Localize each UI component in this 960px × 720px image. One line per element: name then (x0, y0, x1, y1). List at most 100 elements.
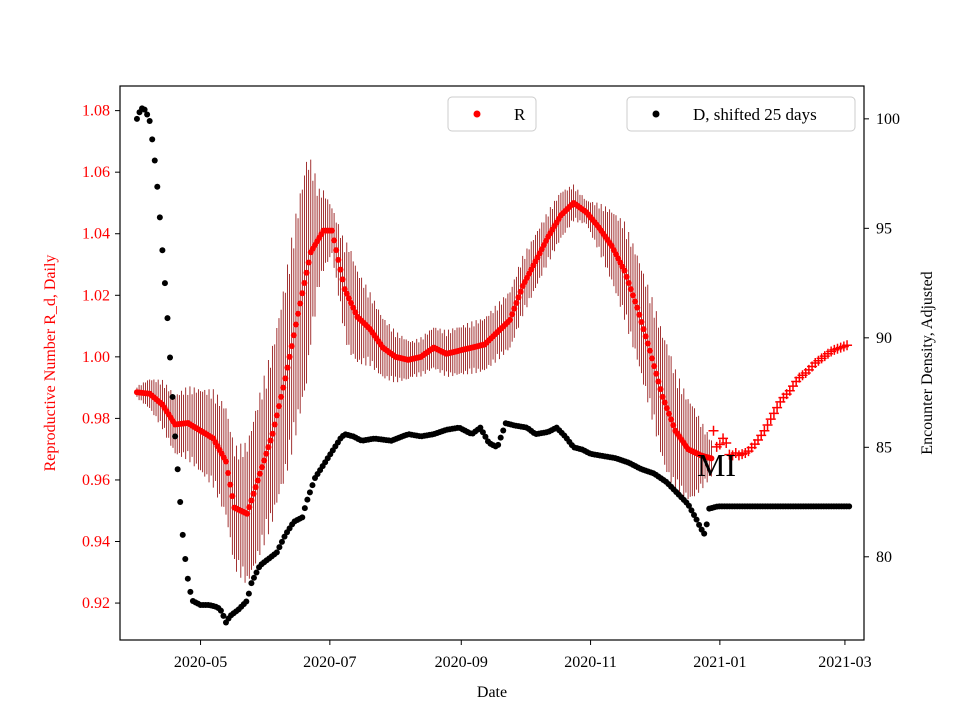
d-point (167, 354, 174, 361)
r-point (634, 304, 641, 311)
r-point (286, 353, 293, 360)
d-point (685, 502, 692, 509)
x-axis-label: Date (477, 684, 507, 701)
r-point (263, 450, 270, 457)
r-plus-point (759, 425, 770, 436)
r-point (513, 299, 520, 306)
axis-layer: 2020-05 2020-07 2020-09 2020-11 2021-01 2021-… (82, 103, 900, 671)
y-right-tick-label: 85 (876, 439, 892, 456)
d-point (688, 507, 695, 514)
r-point (655, 378, 662, 385)
r-point (229, 493, 236, 500)
r-point (708, 455, 715, 462)
r-point (225, 470, 232, 477)
d-point (273, 549, 280, 556)
r-point (657, 386, 664, 393)
x-tick-label: 2020-05 (174, 654, 227, 671)
r-point (254, 477, 261, 484)
d-point (495, 441, 502, 448)
d-point (177, 499, 184, 506)
r-point (350, 304, 357, 311)
d-point (220, 612, 227, 619)
r-point (337, 266, 344, 273)
r-point (244, 510, 251, 517)
plot-layer (133, 105, 853, 626)
r-point (295, 310, 302, 317)
y-left-tick-label: 1.00 (82, 349, 110, 366)
r-point (629, 292, 636, 299)
r-point (335, 256, 342, 263)
r-point (636, 311, 643, 318)
d-point (248, 580, 255, 587)
d-point (250, 574, 257, 581)
d-point (144, 111, 151, 118)
r-point (642, 333, 649, 340)
r-point (515, 294, 522, 301)
legend-r-label: R (514, 105, 526, 124)
y-left-tick-label: 1.04 (82, 226, 110, 243)
r-point (668, 416, 675, 423)
r-point (259, 464, 266, 471)
r-point (288, 343, 295, 350)
x-tick-label: 2021-03 (818, 654, 871, 671)
r-point (269, 430, 276, 437)
y-right-tick-label: 100 (876, 111, 900, 128)
d-point (693, 516, 700, 523)
r-point (278, 393, 285, 400)
y-right-tick-label: 80 (876, 549, 892, 566)
x-tick-label: 2020-11 (564, 654, 617, 671)
x-tick-label: 2021-01 (693, 654, 746, 671)
plot-frame (119, 85, 865, 641)
d-point (245, 590, 252, 597)
r-point (227, 481, 234, 488)
y-left-tick-label: 0.98 (82, 410, 110, 427)
y-left-tick-label: 1.08 (82, 103, 110, 120)
d-point (243, 598, 250, 605)
r-point (256, 470, 263, 477)
r-point (303, 269, 310, 276)
d-point (281, 533, 288, 540)
d-point (179, 531, 186, 538)
y-right-tick-label: 90 (876, 330, 892, 347)
r-point (265, 444, 272, 451)
d-point (133, 115, 140, 122)
r-plus-point (721, 438, 732, 449)
d-point (169, 393, 176, 400)
r-point (511, 305, 518, 312)
r-point (517, 288, 524, 295)
r-plus-point (708, 425, 719, 436)
d-point (479, 429, 486, 436)
r-point (646, 347, 653, 354)
r-point (653, 370, 660, 377)
d-point (701, 530, 708, 537)
r-point (290, 332, 297, 339)
r-point (661, 399, 668, 406)
r-point (305, 259, 312, 266)
d-point (301, 505, 308, 512)
r-point (250, 490, 257, 497)
d-point (276, 544, 283, 551)
r-point (299, 290, 306, 297)
r-point (222, 458, 229, 465)
r-point (301, 279, 308, 286)
r-point (345, 295, 352, 302)
r-point (623, 273, 630, 280)
d-point (164, 315, 171, 322)
r-point (282, 375, 289, 382)
y-left-tick-label: 0.96 (82, 472, 110, 489)
r-point (328, 227, 335, 234)
r-point (339, 276, 346, 283)
y-left-tick-label: 0.92 (82, 595, 110, 612)
r-point (333, 247, 340, 254)
legend-d: D, shifted 25 days (626, 96, 856, 132)
r-point (621, 267, 628, 274)
r-point (640, 326, 647, 333)
d-point (482, 433, 489, 440)
d-point (703, 521, 710, 528)
d-point (306, 489, 313, 496)
d-point (159, 247, 166, 254)
r-point (284, 364, 291, 371)
r-point (341, 286, 348, 293)
r-point (670, 422, 677, 429)
